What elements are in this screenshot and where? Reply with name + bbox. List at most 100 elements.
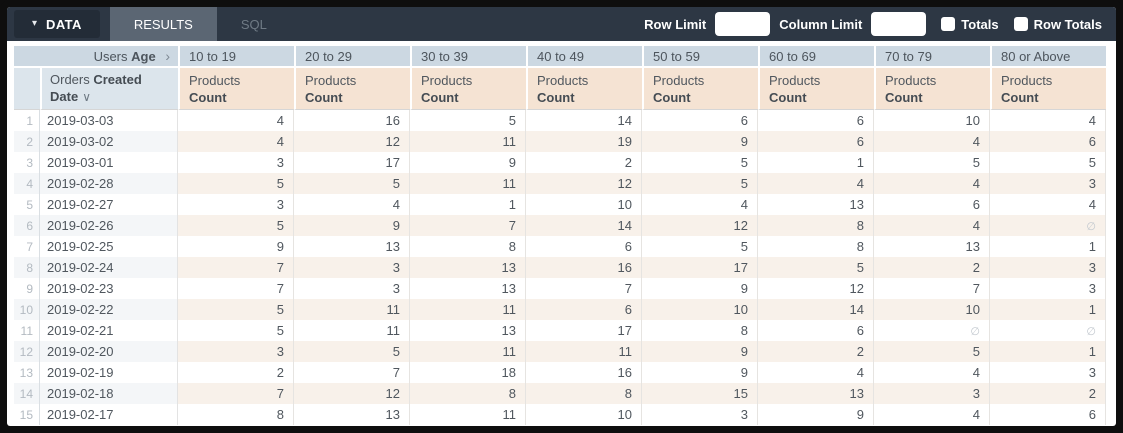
value-cell[interactable]: 5	[642, 152, 758, 173]
value-cell[interactable]: 9	[642, 362, 758, 383]
pivot-bucket-header[interactable]: 30 to 39	[410, 46, 526, 68]
value-cell[interactable]: 15	[642, 383, 758, 404]
value-cell[interactable]: 13	[410, 278, 526, 299]
value-cell[interactable]: 4	[874, 362, 990, 383]
value-cell[interactable]: 13	[410, 320, 526, 341]
value-cell[interactable]: 3	[990, 173, 1106, 194]
value-cell[interactable]: 12	[294, 383, 410, 404]
value-cell[interactable]: 11	[294, 299, 410, 320]
measure-header[interactable]: Products Count	[178, 68, 294, 110]
pivot-bucket-header[interactable]: 40 to 49	[526, 46, 642, 68]
value-cell[interactable]: 16	[526, 257, 642, 278]
value-cell[interactable]: 4	[758, 362, 874, 383]
value-cell[interactable]: ∅	[990, 320, 1106, 341]
value-cell[interactable]: 16	[294, 110, 410, 131]
value-cell[interactable]: 3	[178, 341, 294, 362]
value-cell[interactable]: 8	[410, 236, 526, 257]
value-cell[interactable]: 6	[874, 194, 990, 215]
value-cell[interactable]: 2	[874, 257, 990, 278]
date-cell[interactable]: 2019-02-19	[40, 362, 178, 383]
value-cell[interactable]: 9	[642, 341, 758, 362]
value-cell[interactable]: 12	[294, 131, 410, 152]
value-cell[interactable]: 17	[642, 257, 758, 278]
pivot-bucket-header[interactable]: 20 to 29	[294, 46, 410, 68]
value-cell[interactable]: 14	[526, 110, 642, 131]
date-cell[interactable]: 2019-02-26	[40, 215, 178, 236]
value-cell[interactable]: 4	[990, 110, 1106, 131]
value-cell[interactable]: 13	[294, 236, 410, 257]
value-cell[interactable]: 16	[526, 362, 642, 383]
value-cell[interactable]: 17	[526, 320, 642, 341]
value-cell[interactable]: 3	[990, 362, 1106, 383]
value-cell[interactable]: 5	[642, 236, 758, 257]
value-cell[interactable]: 5	[758, 257, 874, 278]
value-cell[interactable]: 5	[874, 341, 990, 362]
pivot-bucket-header[interactable]: 60 to 69	[758, 46, 874, 68]
value-cell[interactable]: 9	[758, 404, 874, 425]
value-cell[interactable]: 4	[874, 131, 990, 152]
value-cell[interactable]: 19	[526, 131, 642, 152]
column-limit-input[interactable]	[871, 12, 927, 36]
measure-header[interactable]: Products Count	[526, 68, 642, 110]
value-cell[interactable]: 12	[526, 173, 642, 194]
value-cell[interactable]: 1	[410, 194, 526, 215]
pivot-bucket-header[interactable]: 70 to 79	[874, 46, 990, 68]
value-cell[interactable]: 7	[874, 278, 990, 299]
date-cell[interactable]: 2019-02-23	[40, 278, 178, 299]
measure-header[interactable]: Products Count	[294, 68, 410, 110]
value-cell[interactable]: 1	[990, 236, 1106, 257]
value-cell[interactable]: 11	[410, 131, 526, 152]
value-cell[interactable]: 3	[178, 152, 294, 173]
value-cell[interactable]: 5	[178, 215, 294, 236]
value-cell[interactable]: 7	[410, 215, 526, 236]
value-cell[interactable]: 6	[758, 131, 874, 152]
value-cell[interactable]: 10	[526, 194, 642, 215]
value-cell[interactable]: 5	[294, 341, 410, 362]
date-cell[interactable]: 2019-02-27	[40, 194, 178, 215]
value-cell[interactable]: 4	[178, 131, 294, 152]
pivot-bucket-header[interactable]: 50 to 59	[642, 46, 758, 68]
value-cell[interactable]: 8	[758, 215, 874, 236]
value-cell[interactable]: 11	[410, 404, 526, 425]
value-cell[interactable]: 13	[294, 404, 410, 425]
value-cell[interactable]: 9	[410, 152, 526, 173]
value-cell[interactable]: 14	[758, 299, 874, 320]
dimension-header[interactable]: Orders Created Date ∨	[40, 68, 178, 110]
tab-results[interactable]: RESULTS	[109, 7, 217, 41]
value-cell[interactable]: 10	[874, 299, 990, 320]
value-cell[interactable]: 5	[410, 110, 526, 131]
date-cell[interactable]: 2019-02-21	[40, 320, 178, 341]
value-cell[interactable]: 7	[178, 257, 294, 278]
value-cell[interactable]: 11	[526, 341, 642, 362]
value-cell[interactable]: 6	[990, 404, 1106, 425]
value-cell[interactable]: 7	[178, 383, 294, 404]
value-cell[interactable]: 8	[410, 383, 526, 404]
data-menu-button[interactable]: ▾ DATA	[14, 10, 100, 38]
value-cell[interactable]: 4	[294, 194, 410, 215]
value-cell[interactable]: 11	[294, 320, 410, 341]
value-cell[interactable]: 11	[410, 173, 526, 194]
value-cell[interactable]: 9	[642, 278, 758, 299]
date-cell[interactable]: 2019-03-03	[40, 110, 178, 131]
value-cell[interactable]: 3	[874, 383, 990, 404]
value-cell[interactable]: 6	[758, 320, 874, 341]
value-cell[interactable]: 5	[178, 320, 294, 341]
value-cell[interactable]: ∅	[874, 320, 990, 341]
measure-header[interactable]: Products Count	[990, 68, 1106, 110]
value-cell[interactable]: 3	[178, 194, 294, 215]
value-cell[interactable]: 3	[294, 278, 410, 299]
value-cell[interactable]: 7	[526, 278, 642, 299]
totals-checkbox[interactable]	[941, 17, 956, 31]
measure-header[interactable]: Products Count	[410, 68, 526, 110]
value-cell[interactable]: 11	[410, 299, 526, 320]
value-cell[interactable]: 4	[874, 404, 990, 425]
value-cell[interactable]: 13	[758, 383, 874, 404]
value-cell[interactable]: 7	[178, 278, 294, 299]
value-cell[interactable]: 1	[990, 299, 1106, 320]
value-cell[interactable]: 10	[526, 404, 642, 425]
value-cell[interactable]: 2	[990, 383, 1106, 404]
value-cell[interactable]: 14	[526, 215, 642, 236]
measure-header[interactable]: Products Count	[874, 68, 990, 110]
value-cell[interactable]: 6	[758, 110, 874, 131]
value-cell[interactable]: 2	[526, 152, 642, 173]
